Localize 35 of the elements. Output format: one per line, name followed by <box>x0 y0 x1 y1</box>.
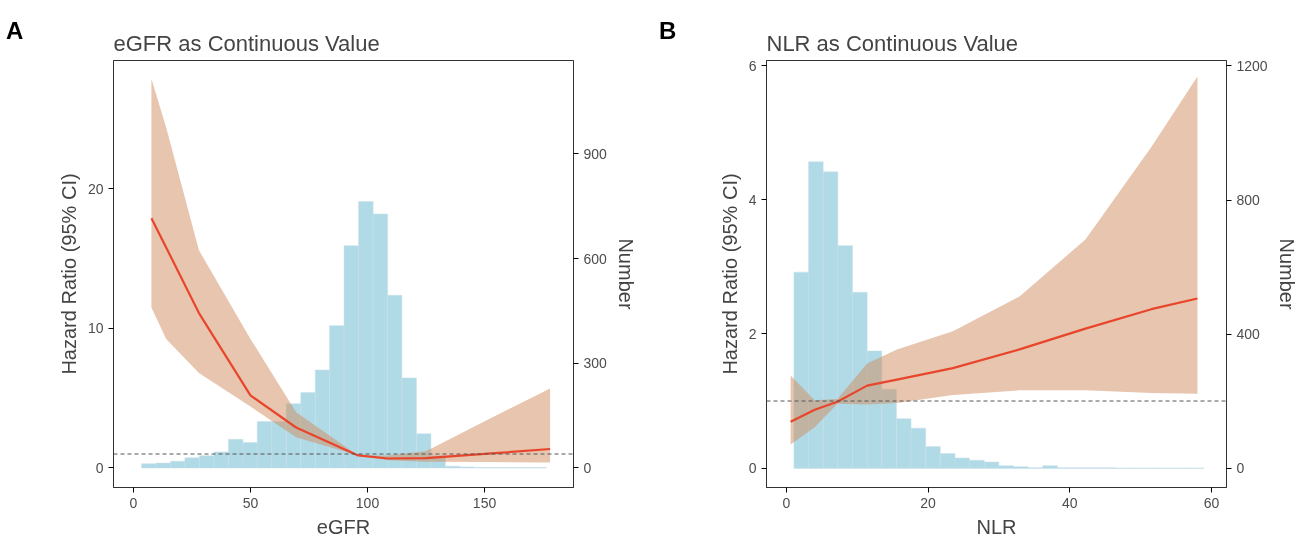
y2-tick-label: 900 <box>583 145 608 162</box>
line-series <box>789 297 1199 423</box>
x-axis-title: NLR <box>976 515 1017 538</box>
y-tick-label: 2 <box>748 325 757 342</box>
y-axis-title: Hazard Ratio (95% CI) <box>718 173 741 375</box>
y-tick-label: 0 <box>95 459 104 476</box>
x-tick-label: 40 <box>1062 494 1078 511</box>
x-tick-label: 0 <box>129 494 138 511</box>
y2-axis-title: Number <box>1275 238 1298 310</box>
chart-title: NLR as Continuous Value <box>766 30 1019 56</box>
y2-tick-label: 1200 <box>1236 57 1268 74</box>
y-tick-label: 10 <box>87 320 104 337</box>
text: A <box>6 16 24 46</box>
text: B <box>659 16 677 46</box>
y-tick-label: 20 <box>87 180 104 197</box>
x-axis-title: eGFR <box>316 515 371 538</box>
chart-title: eGFR as Continuous Value <box>113 30 380 56</box>
y-tick-label: 4 <box>748 191 757 208</box>
y-tick-label: 0 <box>748 460 757 477</box>
x-tick-label: 20 <box>920 494 937 511</box>
x-tick-label: 50 <box>242 494 259 511</box>
y2-tick-label: 0 <box>583 459 592 476</box>
x-tick-label: 60 <box>1203 494 1220 511</box>
y-tick-label: 6 <box>748 57 757 74</box>
x-tick-label: 150 <box>472 494 497 511</box>
y-axis-title: Hazard Ratio (95% CI) <box>57 173 80 375</box>
y2-tick-label: 400 <box>1236 326 1261 343</box>
x-tick-label: 0 <box>782 494 791 511</box>
line-series <box>150 217 552 460</box>
y2-tick-label: 300 <box>583 355 608 372</box>
y2-tick-label: 600 <box>583 250 608 267</box>
x-tick-label: 100 <box>355 494 380 511</box>
y2-axis-title: Number <box>614 238 637 310</box>
y2-tick-label: 800 <box>1236 192 1261 209</box>
y2-tick-label: 0 <box>1236 460 1245 477</box>
